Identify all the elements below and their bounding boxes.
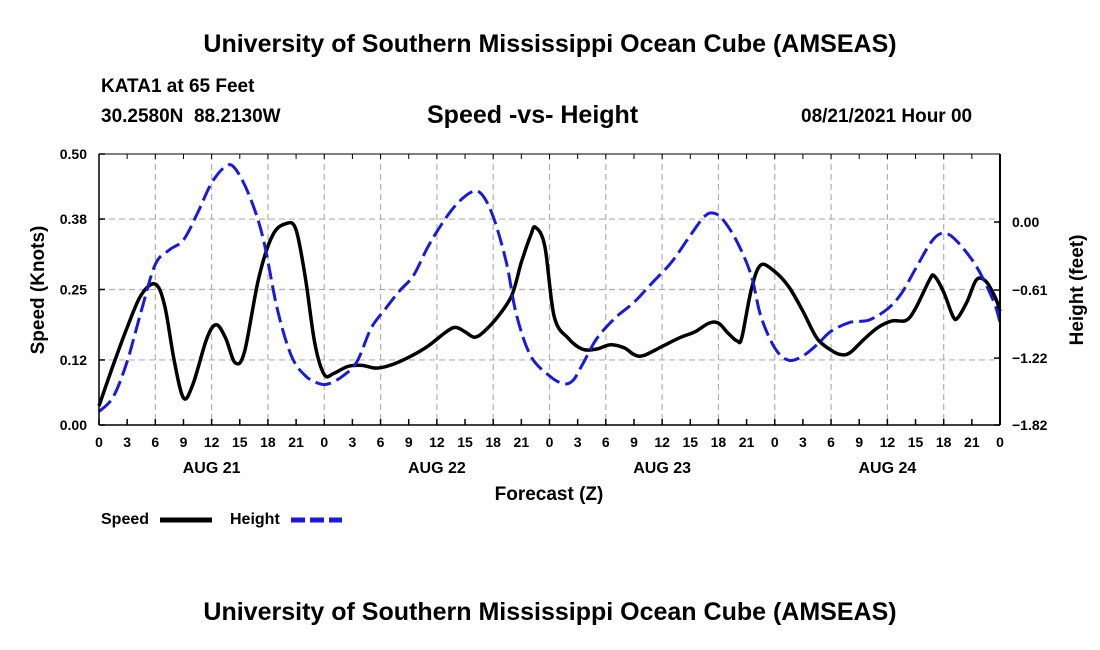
tick-labels: 0.00 0.12 0.25 0.38 0.50 −1.82 −1.22 −0.61 0.00 0…	[60, 146, 1048, 477]
x-tick-label: 3	[799, 434, 807, 450]
legend-height-label: Height	[230, 511, 280, 528]
x-tick-label: 21	[514, 434, 530, 450]
x-tick-label: 0	[320, 434, 328, 450]
y-axis-right-title: Height (feet)	[1067, 235, 1088, 346]
legend-speed-label: Speed	[101, 511, 149, 528]
x-tick-label: 18	[711, 434, 727, 450]
x-tick-label: 6	[377, 434, 385, 450]
legend: Speed Height	[101, 511, 342, 528]
x-tick-label: 9	[630, 434, 638, 450]
x-tick-label: 0	[996, 434, 1004, 450]
y-axis-left-title: Speed (Knots)	[28, 226, 49, 355]
x-tick-label: 0	[95, 434, 103, 450]
station-label: KATA1 at 65 Feet	[101, 76, 255, 97]
x-tick-label: 12	[880, 434, 896, 450]
x-tick-label: 18	[260, 434, 276, 450]
y-left-tick-label: 0.12	[60, 352, 87, 368]
y-right-tick-label: 0.00	[1012, 214, 1039, 230]
y-left-tick-label: 0.25	[60, 282, 87, 298]
x-tick-label: 3	[123, 434, 131, 450]
day-label: AUG 24	[858, 460, 916, 477]
day-label: AUG 22	[408, 460, 466, 477]
speed-series-line	[97, 220, 1002, 407]
tick-marks	[98, 153, 1001, 426]
x-tick-label: 18	[936, 434, 952, 450]
x-axis-title: Forecast (Z)	[495, 484, 604, 505]
x-tick-label: 15	[682, 434, 698, 450]
x-tick-label: 9	[855, 434, 863, 450]
x-tick-label: 3	[349, 434, 357, 450]
x-tick-label: 12	[429, 434, 445, 450]
x-tick-label: 6	[151, 434, 159, 450]
day-label: AUG 23	[633, 460, 691, 477]
y-left-tick-label: 0.38	[60, 211, 87, 227]
chart-title: Speed -vs- Height	[427, 101, 639, 129]
x-tick-label: 9	[405, 434, 413, 450]
x-tick-label: 15	[457, 434, 473, 450]
coordinates-label: 30.2580N 88.2130W	[101, 106, 281, 127]
y-left-tick-label: 0.00	[60, 417, 87, 433]
x-tick-label: 18	[485, 434, 501, 450]
y-left-tick-label: 0.50	[60, 146, 87, 162]
day-label: AUG 21	[183, 460, 241, 477]
height-series-line	[97, 163, 1002, 413]
x-tick-label: 6	[602, 434, 610, 450]
y-right-tick-label: −1.82	[1012, 417, 1048, 433]
x-tick-label: 9	[180, 434, 188, 450]
report-title: University of Southern Mississippi Ocean…	[203, 30, 897, 58]
x-tick-label: 0	[546, 434, 554, 450]
x-tick-label: 3	[574, 434, 582, 450]
x-tick-label: 15	[908, 434, 924, 450]
grid-lines	[99, 154, 1000, 425]
y-right-tick-label: −1.22	[1012, 350, 1048, 366]
x-tick-label: 21	[739, 434, 755, 450]
x-tick-label: 15	[232, 434, 248, 450]
y-right-tick-label: −0.61	[1012, 282, 1048, 298]
x-tick-label: 12	[654, 434, 670, 450]
x-tick-label: 21	[964, 434, 980, 450]
x-tick-label: 6	[827, 434, 835, 450]
x-tick-label: 0	[771, 434, 779, 450]
footer-title: University of Southern Mississippi Ocean…	[203, 598, 897, 626]
x-tick-label: 21	[288, 434, 304, 450]
x-tick-label: 12	[204, 434, 220, 450]
series-layer	[97, 163, 1002, 413]
run-date-label: 08/21/2021 Hour 00	[801, 106, 973, 127]
